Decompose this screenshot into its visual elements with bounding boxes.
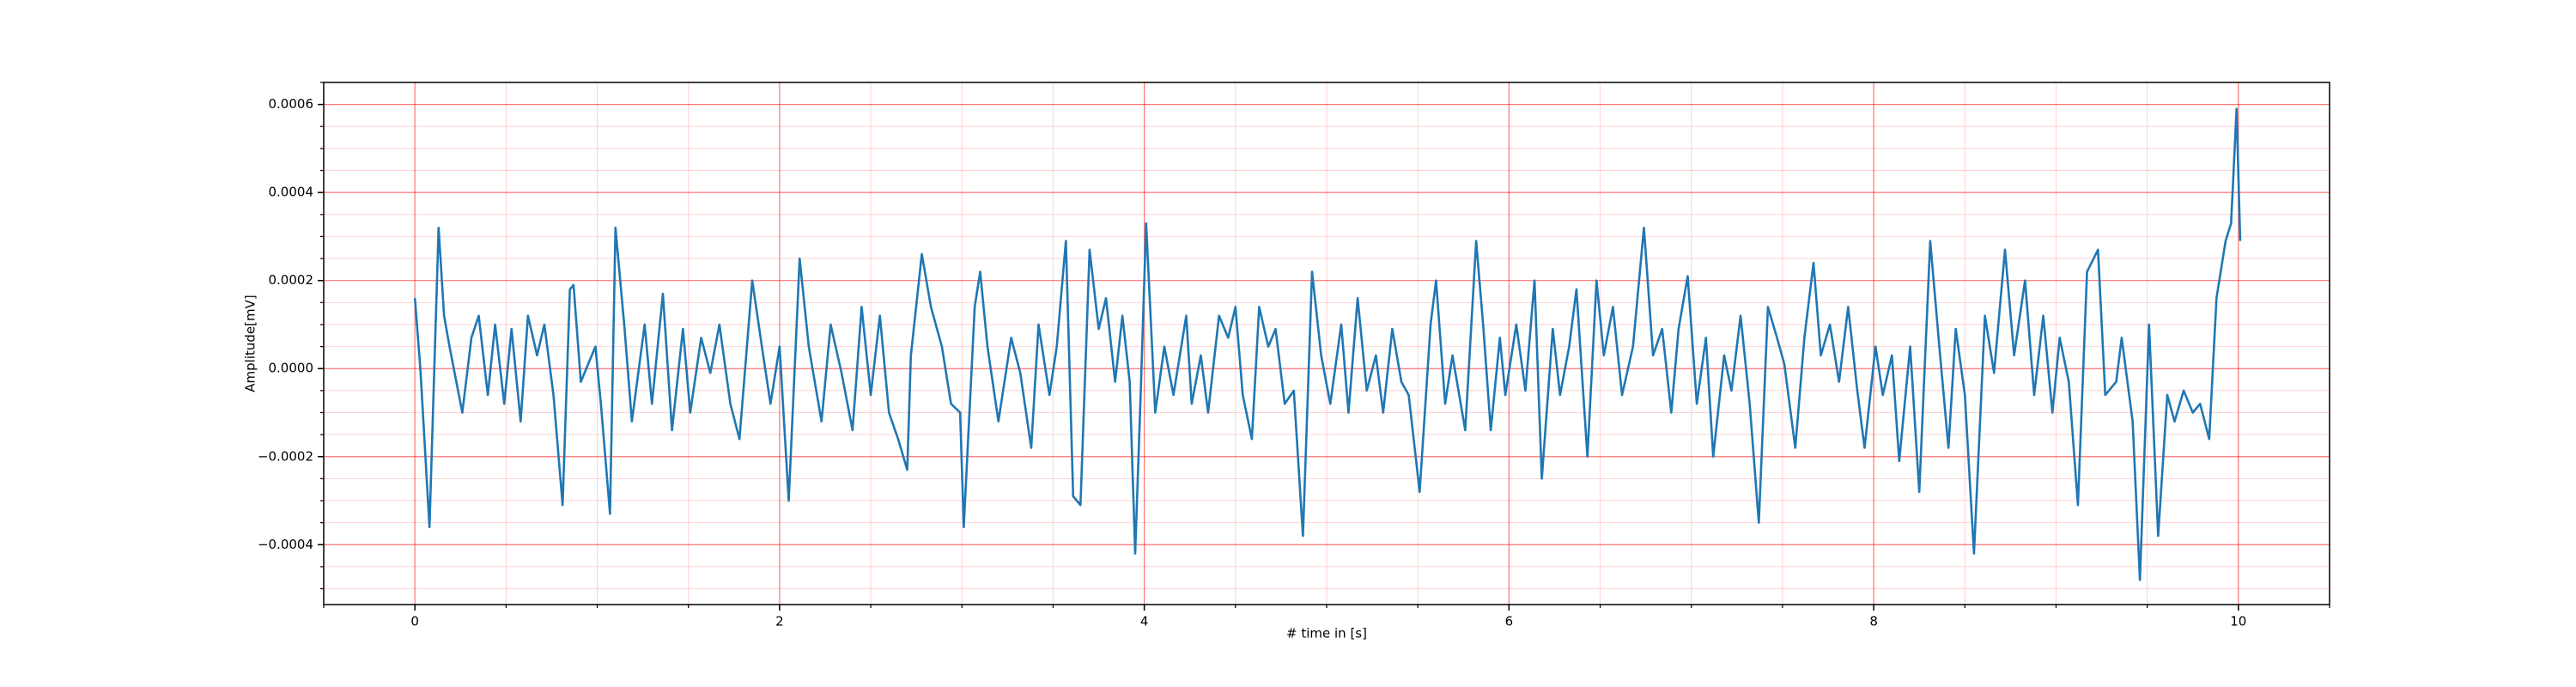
y-tick-label: −0.0004 <box>258 537 313 552</box>
grid <box>323 82 2330 605</box>
y-tick-label: 0.0000 <box>269 361 314 376</box>
x-tick-label: 4 <box>1140 614 1149 629</box>
x-tick-label: 6 <box>1505 614 1514 629</box>
y-axis-label: Amplitude[mV] <box>243 295 258 392</box>
x-axis-label: # time in [s] <box>1286 626 1367 641</box>
y-tick-label: −0.0002 <box>258 448 313 464</box>
x-tick-label: 8 <box>1869 614 1878 629</box>
signal-line <box>413 107 2242 581</box>
x-tick-label: 0 <box>410 614 419 629</box>
y-tick-label: 0.0004 <box>269 185 314 200</box>
plot-area <box>413 107 2242 581</box>
x-tick-label: 2 <box>775 614 784 629</box>
x-tick-label: 10 <box>2230 614 2246 629</box>
y-tick-label: 0.0006 <box>269 96 314 112</box>
ticks: 0 2 4 6 8 10 −0.0004 −0.0002 0.0000 0.0002 0.0004 0… <box>258 82 2330 629</box>
y-tick-label: 0.0002 <box>269 272 314 288</box>
